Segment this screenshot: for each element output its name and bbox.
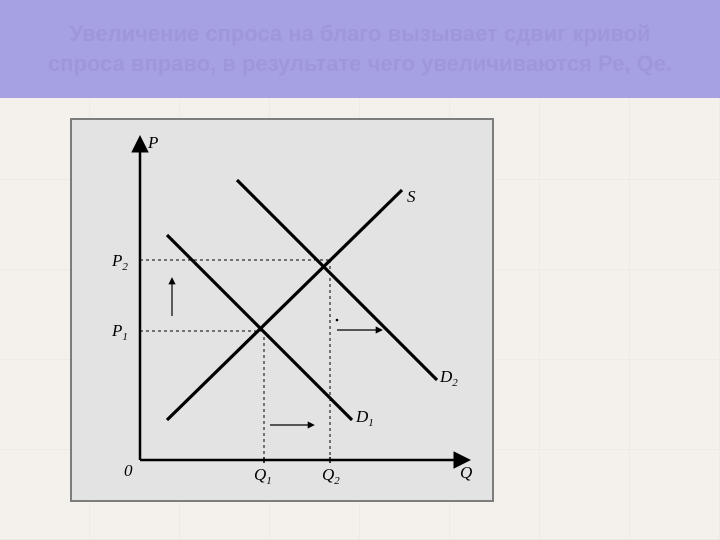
s-curve-label: S	[407, 187, 416, 206]
q2-label: Q2	[322, 465, 340, 487]
p2-label: P2	[111, 251, 128, 273]
supply-curve	[167, 190, 402, 420]
title-banner: Увеличение спроса на благо вызывает сдви…	[0, 0, 720, 98]
diagram-svg: P Q 0 P1 P2 Q1 Q2 S D1 D2	[72, 120, 492, 500]
supply-demand-figure: P Q 0 P1 P2 Q1 Q2 S D1 D2	[70, 118, 494, 502]
demand-curve-d2	[237, 180, 437, 380]
q1-label: Q1	[254, 465, 272, 487]
origin-label: 0	[124, 461, 133, 480]
aux-dot	[336, 319, 339, 322]
p1-label: P1	[111, 321, 128, 343]
d1-curve-label: D1	[355, 407, 374, 429]
title-text: Увеличение спроса на благо вызывает сдви…	[0, 19, 720, 78]
x-axis-label: Q	[460, 463, 472, 482]
y-axis-label: P	[147, 133, 158, 152]
d2-curve-label: D2	[439, 367, 458, 389]
